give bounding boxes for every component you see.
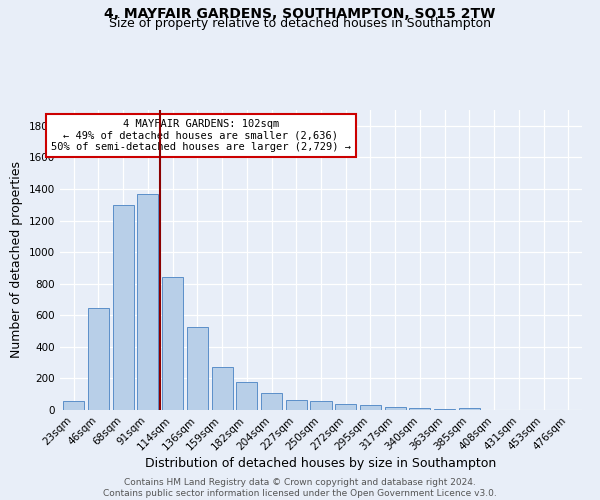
Text: 4 MAYFAIR GARDENS: 102sqm
← 49% of detached houses are smaller (2,636)
50% of se: 4 MAYFAIR GARDENS: 102sqm ← 49% of detac… [51, 119, 351, 152]
Bar [286, 400, 307, 410]
Text: Size of property relative to detached houses in Southampton: Size of property relative to detached ho… [109, 18, 491, 30]
Bar [335, 404, 356, 410]
Bar [113, 204, 134, 410]
Bar [236, 382, 257, 410]
Bar [261, 394, 282, 410]
Bar [310, 402, 332, 410]
Bar [360, 406, 381, 410]
Text: Contains HM Land Registry data © Crown copyright and database right 2024.
Contai: Contains HM Land Registry data © Crown c… [103, 478, 497, 498]
Bar [137, 194, 158, 410]
Bar [88, 308, 109, 410]
Bar [385, 407, 406, 410]
Y-axis label: Number of detached properties: Number of detached properties [10, 162, 23, 358]
Bar [459, 408, 480, 410]
X-axis label: Distribution of detached houses by size in Southampton: Distribution of detached houses by size … [145, 458, 497, 470]
Bar [434, 408, 455, 410]
Bar [187, 327, 208, 410]
Text: 4, MAYFAIR GARDENS, SOUTHAMPTON, SO15 2TW: 4, MAYFAIR GARDENS, SOUTHAMPTON, SO15 2T… [104, 8, 496, 22]
Bar [162, 278, 183, 410]
Bar [409, 408, 430, 410]
Bar [63, 402, 84, 410]
Bar [212, 366, 233, 410]
